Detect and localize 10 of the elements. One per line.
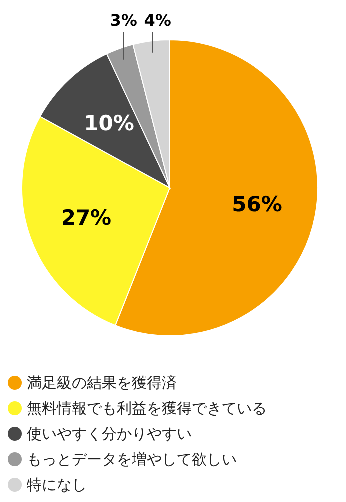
data-label: 4% [144,11,172,30]
data-label: 10% [84,111,134,136]
data-label: 27% [61,206,112,230]
data-label: 3% [110,11,138,30]
legend-label: もっとデータを増やして欲しい [27,450,237,468]
legend-label: 特になし [27,476,87,494]
legend-label: 使いやすく分かりやすい [27,425,192,443]
legend-label: 満足級の結果を獲得済 [27,374,177,392]
data-label: 56% [232,192,282,217]
legend-label: 無料情報でも利益を獲得できている [27,400,267,418]
